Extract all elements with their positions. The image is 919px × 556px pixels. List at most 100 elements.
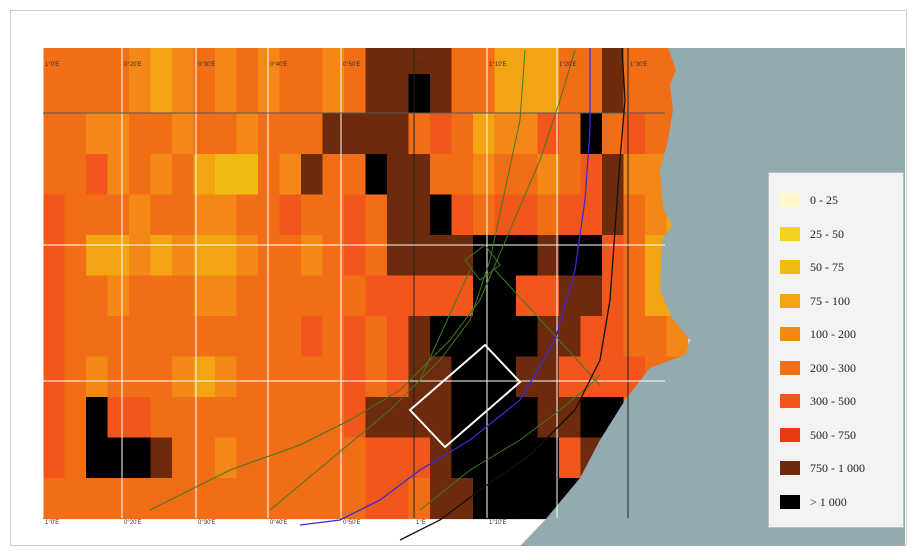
legend-swatch <box>780 427 800 442</box>
grid-cell <box>193 316 216 358</box>
grid-cell <box>451 73 474 115</box>
legend-swatch <box>780 360 800 375</box>
grid-cell <box>193 478 216 520</box>
grid-cell <box>301 48 324 74</box>
grid-cell <box>172 437 195 479</box>
grid-cell <box>623 194 646 236</box>
grid-cell <box>322 478 345 520</box>
grid-cell <box>64 437 87 479</box>
grid-cell <box>86 275 109 317</box>
route-lines <box>149 47 626 541</box>
grid-cell <box>43 73 66 115</box>
legend-swatch <box>780 461 800 475</box>
grid-cell <box>236 316 259 358</box>
grid-cell <box>645 194 668 236</box>
grid-cell <box>86 437 109 479</box>
grid-cell <box>451 48 474 74</box>
grid-cell <box>602 73 625 115</box>
grid-cell <box>236 113 259 155</box>
grid-cell <box>215 397 238 439</box>
grid-cell <box>322 316 345 358</box>
grid-cell <box>387 316 410 358</box>
grid-cell <box>408 154 431 196</box>
grid-cell <box>107 316 130 358</box>
grid-cell <box>150 437 173 479</box>
legend-item: 75 - 100 <box>780 293 900 312</box>
grid-cell <box>150 397 173 439</box>
grid-cell <box>301 235 324 277</box>
grid-cell <box>258 478 281 520</box>
grid-cell <box>408 194 431 236</box>
grid-cell <box>559 356 582 398</box>
grid-cell <box>86 48 109 74</box>
grid-cell <box>150 113 173 155</box>
grid-cell <box>387 235 410 277</box>
grid-cell <box>473 194 496 236</box>
grid-cell <box>344 73 367 115</box>
grid-cell <box>172 356 195 398</box>
grid-cell <box>322 275 345 317</box>
grid-cell <box>602 356 625 398</box>
grid-cell <box>43 48 66 74</box>
grid-cell <box>107 73 130 115</box>
grid-cell <box>236 478 259 520</box>
grid-cell <box>494 478 517 520</box>
grid-cell <box>473 437 496 479</box>
bottom-axis-label: 0°40'E <box>270 520 288 526</box>
grid-cell <box>408 316 431 358</box>
grid-cell <box>365 316 388 358</box>
grid-cell <box>387 356 410 398</box>
grid-cell <box>301 113 324 155</box>
grid-cell <box>645 113 668 155</box>
grid-cell <box>107 397 130 439</box>
grid-cell <box>559 113 582 155</box>
grid-cell <box>258 437 281 479</box>
bottom-axis-label: 1°E <box>416 520 426 526</box>
grid-cell <box>279 48 302 74</box>
bottom-axis-label: 0°30'E <box>198 520 216 526</box>
grid-cell <box>258 154 281 196</box>
grid-cell <box>408 478 431 520</box>
grid-cell <box>43 275 66 317</box>
grid-cell <box>86 316 109 358</box>
grid-cell <box>344 437 367 479</box>
grid-cell <box>602 113 625 155</box>
route-line-green-2 <box>269 49 526 511</box>
grid-cell <box>215 48 238 74</box>
route-line-green-1 <box>149 49 576 511</box>
grid-cell <box>516 73 539 115</box>
grid-cell <box>107 48 130 74</box>
grid-cell <box>301 194 324 236</box>
grid-cell <box>365 397 388 439</box>
grid-cell <box>430 73 453 115</box>
grid-cell <box>623 154 646 196</box>
grid-cell <box>43 154 66 196</box>
grid-cell <box>43 356 66 398</box>
route-line-green-3 <box>419 374 601 511</box>
grid-cell <box>43 113 66 155</box>
axis-labels: 1°0'E 0°20'E 0°30'E 0°40'E 0°50'E 1°E 1°10'E 1°… <box>45 62 648 526</box>
grid-cell <box>451 437 474 479</box>
grid-cell <box>559 275 582 317</box>
legend-item: 200 - 300 <box>780 360 900 379</box>
grid-cell <box>64 154 87 196</box>
grid-cell <box>408 437 431 479</box>
grid-cell <box>129 154 152 196</box>
grid-cell <box>473 73 496 115</box>
grid-cell <box>172 194 195 236</box>
grid-cell <box>516 437 539 479</box>
grid-cell <box>258 356 281 398</box>
grid-cell <box>322 356 345 398</box>
grid-cell <box>537 478 560 520</box>
top-axis-label: 1°30'E <box>630 62 648 68</box>
grid-cell <box>64 113 87 155</box>
grid-cell <box>193 275 216 317</box>
grid-cell <box>150 356 173 398</box>
grid-cell <box>408 397 431 439</box>
grid-cell <box>129 478 152 520</box>
grid-cell <box>236 194 259 236</box>
grid-cell <box>365 48 388 74</box>
grid-cell <box>451 154 474 196</box>
grid-cell <box>150 235 173 277</box>
